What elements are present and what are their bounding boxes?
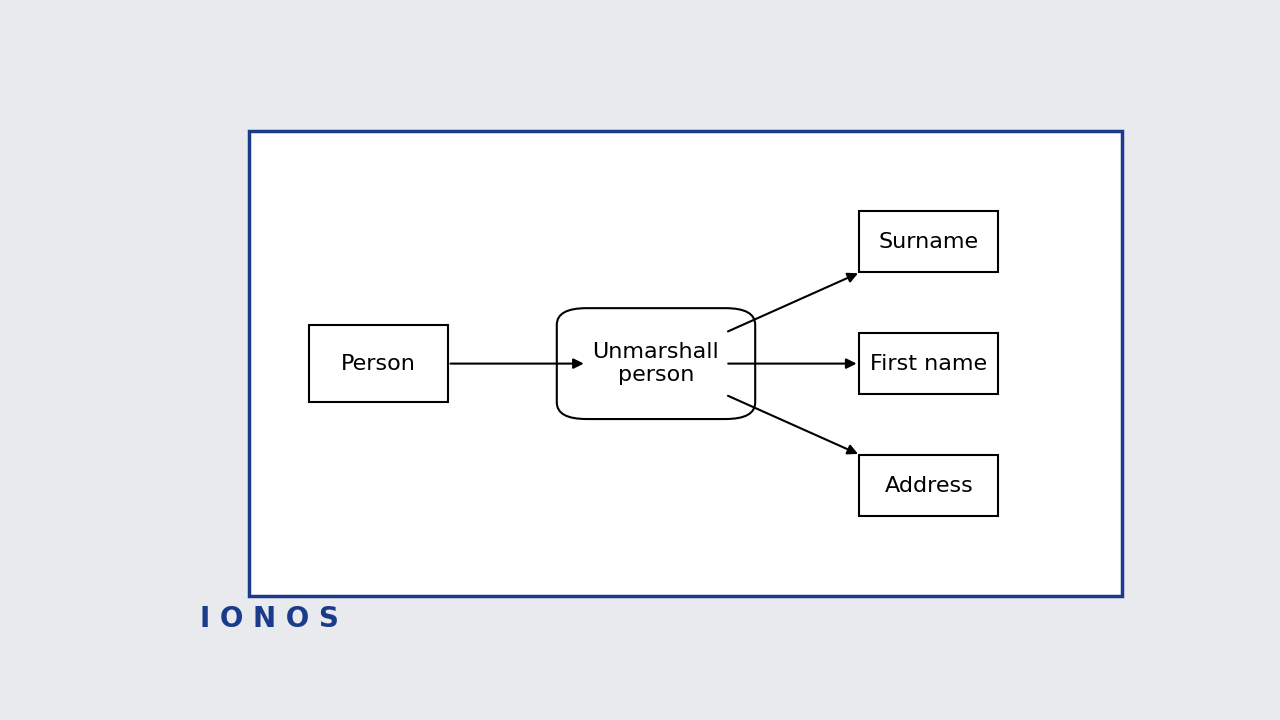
Text: Person: Person bbox=[340, 354, 416, 374]
Text: Unmarshall
person: Unmarshall person bbox=[593, 342, 719, 385]
Text: Address: Address bbox=[884, 476, 973, 495]
Text: I O N O S: I O N O S bbox=[200, 605, 338, 633]
FancyBboxPatch shape bbox=[859, 455, 998, 516]
Text: First name: First name bbox=[870, 354, 987, 374]
FancyBboxPatch shape bbox=[557, 308, 755, 419]
FancyBboxPatch shape bbox=[250, 131, 1123, 596]
FancyBboxPatch shape bbox=[859, 333, 998, 394]
Text: Surname: Surname bbox=[879, 232, 979, 251]
FancyBboxPatch shape bbox=[308, 325, 448, 402]
FancyBboxPatch shape bbox=[859, 211, 998, 272]
